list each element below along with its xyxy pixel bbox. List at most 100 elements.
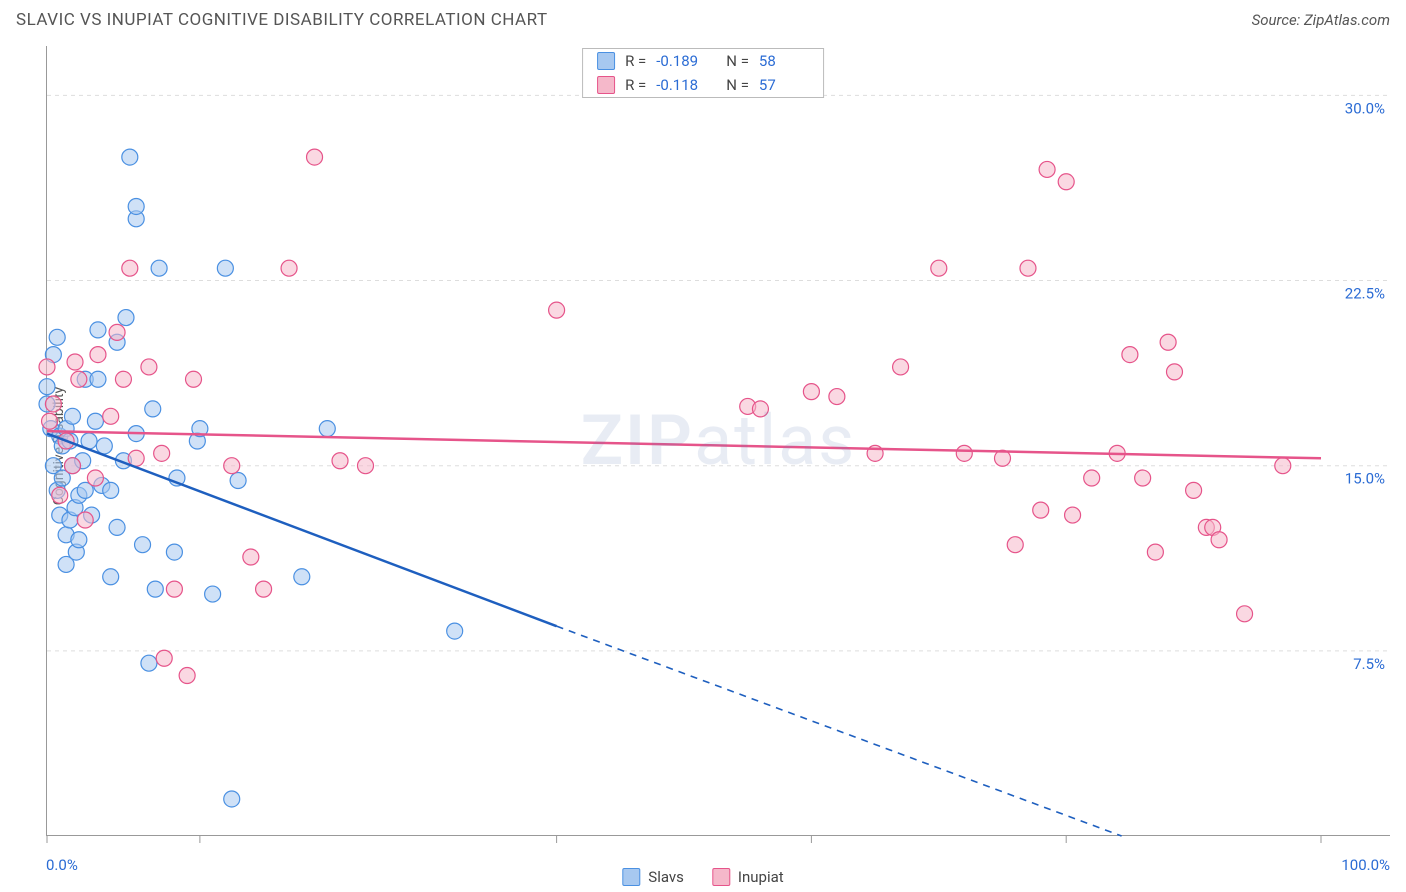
data-point	[224, 791, 240, 807]
data-point	[118, 310, 134, 326]
data-point	[1211, 532, 1227, 548]
data-point	[87, 470, 103, 486]
data-point	[549, 302, 565, 318]
n-value: 58	[759, 52, 809, 70]
y-tick-label: 7.5%	[1353, 655, 1385, 673]
data-point	[39, 359, 55, 375]
data-point	[128, 198, 144, 214]
data-point	[1039, 161, 1055, 177]
data-point	[186, 371, 202, 387]
series-legend: Slavs Inupiat	[622, 868, 783, 886]
source-label: Source: ZipAtlas.com	[1252, 11, 1390, 29]
data-point	[90, 371, 106, 387]
data-point	[294, 569, 310, 585]
data-point	[52, 487, 68, 503]
legend-swatch	[597, 76, 615, 94]
plot-area: 7.5%15.0%22.5%30.0% ZIPatlas	[46, 46, 1390, 836]
legend-series-name: Inupiat	[738, 868, 784, 886]
data-point	[67, 354, 83, 370]
data-point	[1275, 458, 1291, 474]
y-tick-label: 30.0%	[1345, 99, 1385, 117]
data-point	[1033, 502, 1049, 518]
data-point	[87, 413, 103, 429]
legend-swatch	[712, 868, 730, 886]
data-point	[122, 149, 138, 165]
data-point	[141, 359, 157, 375]
data-point	[281, 260, 297, 276]
data-point	[145, 401, 161, 417]
r-label: R =	[625, 52, 646, 70]
data-point	[931, 260, 947, 276]
data-point	[64, 408, 80, 424]
data-point	[1186, 482, 1202, 498]
data-point	[71, 532, 87, 548]
data-point	[42, 413, 58, 429]
data-point	[154, 445, 170, 461]
y-tick-label: 22.5%	[1345, 285, 1385, 303]
legend-series-item: Inupiat	[712, 868, 784, 886]
data-point	[1058, 174, 1074, 190]
data-point	[1065, 507, 1081, 523]
data-point	[1122, 347, 1138, 363]
r-value: -0.189	[656, 52, 706, 70]
y-tick-label: 15.0%	[1345, 470, 1385, 488]
data-point	[1147, 544, 1163, 560]
data-point	[893, 359, 909, 375]
n-label: N =	[726, 76, 749, 94]
data-point	[103, 408, 119, 424]
n-value: 57	[759, 76, 809, 94]
data-point	[90, 347, 106, 363]
data-point	[1007, 537, 1023, 553]
correlation-legend: R = -0.189 N = 58 R = -0.118 N = 57	[582, 48, 824, 98]
r-label: R =	[625, 76, 646, 94]
data-point	[147, 581, 163, 597]
data-point	[96, 438, 112, 454]
data-point	[217, 260, 233, 276]
data-point	[307, 149, 323, 165]
data-point	[256, 581, 272, 597]
n-label: N =	[726, 52, 749, 70]
data-point	[1237, 606, 1253, 622]
data-point	[156, 650, 172, 666]
data-point	[829, 389, 845, 405]
data-point	[166, 544, 182, 560]
data-point	[77, 512, 93, 528]
data-point	[135, 537, 151, 553]
data-point	[49, 329, 65, 345]
data-point	[45, 396, 61, 412]
data-point	[151, 260, 167, 276]
legend-swatch	[622, 868, 640, 886]
x-axis-min-label: 0.0%	[46, 856, 78, 874]
data-point	[141, 655, 157, 671]
data-point	[1166, 364, 1182, 380]
legend-stat-row: R = -0.189 N = 58	[583, 49, 823, 73]
data-point	[358, 458, 374, 474]
data-point	[1084, 470, 1100, 486]
data-point	[109, 324, 125, 340]
data-point	[109, 519, 125, 535]
chart-title: SLAVIC VS INUPIAT COGNITIVE DISABILITY C…	[16, 10, 548, 30]
r-value: -0.118	[656, 76, 706, 94]
data-point	[103, 569, 119, 585]
legend-stat-row: R = -0.118 N = 57	[583, 73, 823, 97]
legend-swatch	[597, 52, 615, 70]
trend-line-extrapolated	[557, 626, 1122, 836]
data-point	[230, 473, 246, 489]
data-point	[319, 421, 335, 437]
data-point	[39, 379, 55, 395]
data-point	[803, 384, 819, 400]
data-point	[71, 371, 87, 387]
trend-line	[47, 431, 1321, 458]
data-point	[752, 401, 768, 417]
data-point	[1135, 470, 1151, 486]
data-point	[122, 260, 138, 276]
data-point	[956, 445, 972, 461]
data-point	[224, 458, 240, 474]
data-point	[243, 549, 259, 565]
legend-series-item: Slavs	[622, 868, 684, 886]
data-point	[115, 371, 131, 387]
data-point	[1160, 334, 1176, 350]
data-point	[166, 581, 182, 597]
legend-series-name: Slavs	[648, 868, 684, 886]
x-axis-max-label: 100.0%	[1341, 856, 1390, 874]
